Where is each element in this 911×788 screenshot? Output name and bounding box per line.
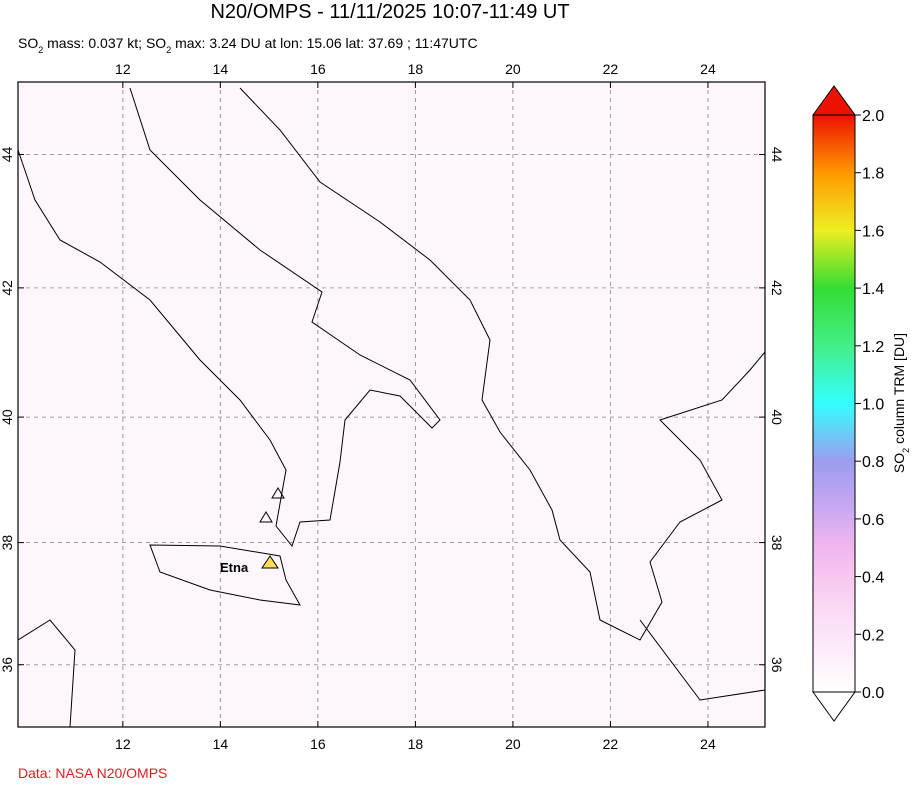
y-tick-label: 44 [769, 147, 785, 163]
graticule [18, 82, 765, 727]
colorbar [812, 114, 856, 693]
colorbar-tick-label: 1.6 [862, 223, 884, 240]
colorbar-tick-label: 1.8 [862, 166, 884, 183]
colorbar-tick-label: 0.0 [862, 685, 884, 702]
y-tick-label: 36 [769, 657, 785, 673]
text-part: SO [891, 453, 907, 473]
volcano-label: Etna [220, 560, 249, 575]
colorbar-tick-label: 0.2 [862, 627, 884, 644]
colorbar-tick-label: 1.2 [862, 339, 884, 356]
x-tick-label: 12 [115, 61, 131, 77]
y-tick-label: 42 [0, 280, 15, 296]
volcano-marker [259, 511, 273, 523]
colorbar-tick-label: 0.4 [862, 570, 884, 587]
x-tick-label: 22 [603, 61, 619, 77]
credit: Data: NASA N20/OMPS [18, 765, 167, 781]
volcano-marker [271, 487, 285, 499]
y-tick-label: 36 [0, 657, 15, 673]
text-part: max: 3.24 DU at lon: 15.06 lat: 37.69 ; … [171, 35, 477, 51]
map-frame [17, 81, 766, 728]
coastlines [18, 87, 765, 727]
x-tick-label: 20 [505, 736, 521, 752]
y-tick-label: 38 [0, 535, 15, 551]
x-tick-label: 12 [115, 736, 131, 752]
subscript: 2 [901, 448, 911, 453]
text-part: SO [18, 35, 38, 51]
y-tick-label: 40 [0, 409, 15, 425]
text-part: mass: 0.037 kt; SO [43, 35, 166, 51]
y-tick-label: 44 [0, 147, 15, 163]
x-tick-label: 14 [213, 61, 229, 77]
x-tick-label: 16 [310, 736, 326, 752]
volcano-marker [261, 555, 279, 569]
map-background [18, 82, 765, 727]
x-tick-label: 24 [700, 736, 716, 752]
colorbar-label: SO2 column TRM [DU] [891, 333, 911, 473]
x-tick-label: 22 [603, 736, 619, 752]
colorbar-extend-min [812, 691, 856, 722]
x-tick-label: 20 [505, 61, 521, 77]
colorbar-extend-max [812, 85, 856, 116]
subscript: 2 [166, 45, 171, 55]
colorbar-tick-label: 1.0 [862, 397, 884, 414]
x-tick-label: 24 [700, 61, 716, 77]
colorbar-tick-label: 0.8 [862, 454, 884, 471]
x-tick-label: 18 [408, 736, 424, 752]
y-tick-label: 40 [769, 409, 785, 425]
colorbar-tick-label: 1.4 [862, 281, 884, 298]
x-tick-label: 14 [213, 736, 229, 752]
title: N20/OMPS - 11/11/2025 10:07-11:49 UT [210, 1, 569, 23]
subscript: 2 [38, 45, 43, 55]
y-tick-label: 38 [769, 535, 785, 551]
subtitle: SO2 mass: 0.037 kt; SO2 max: 3.24 DU at … [18, 35, 478, 55]
x-tick-label: 16 [310, 61, 326, 77]
x-tick-label: 18 [408, 61, 424, 77]
y-tick-label: 42 [769, 280, 785, 296]
colorbar-tick-label: 0.6 [862, 512, 884, 529]
colorbar-tick-label: 2.0 [862, 108, 884, 125]
text-part: column TRM [DU] [891, 333, 907, 448]
